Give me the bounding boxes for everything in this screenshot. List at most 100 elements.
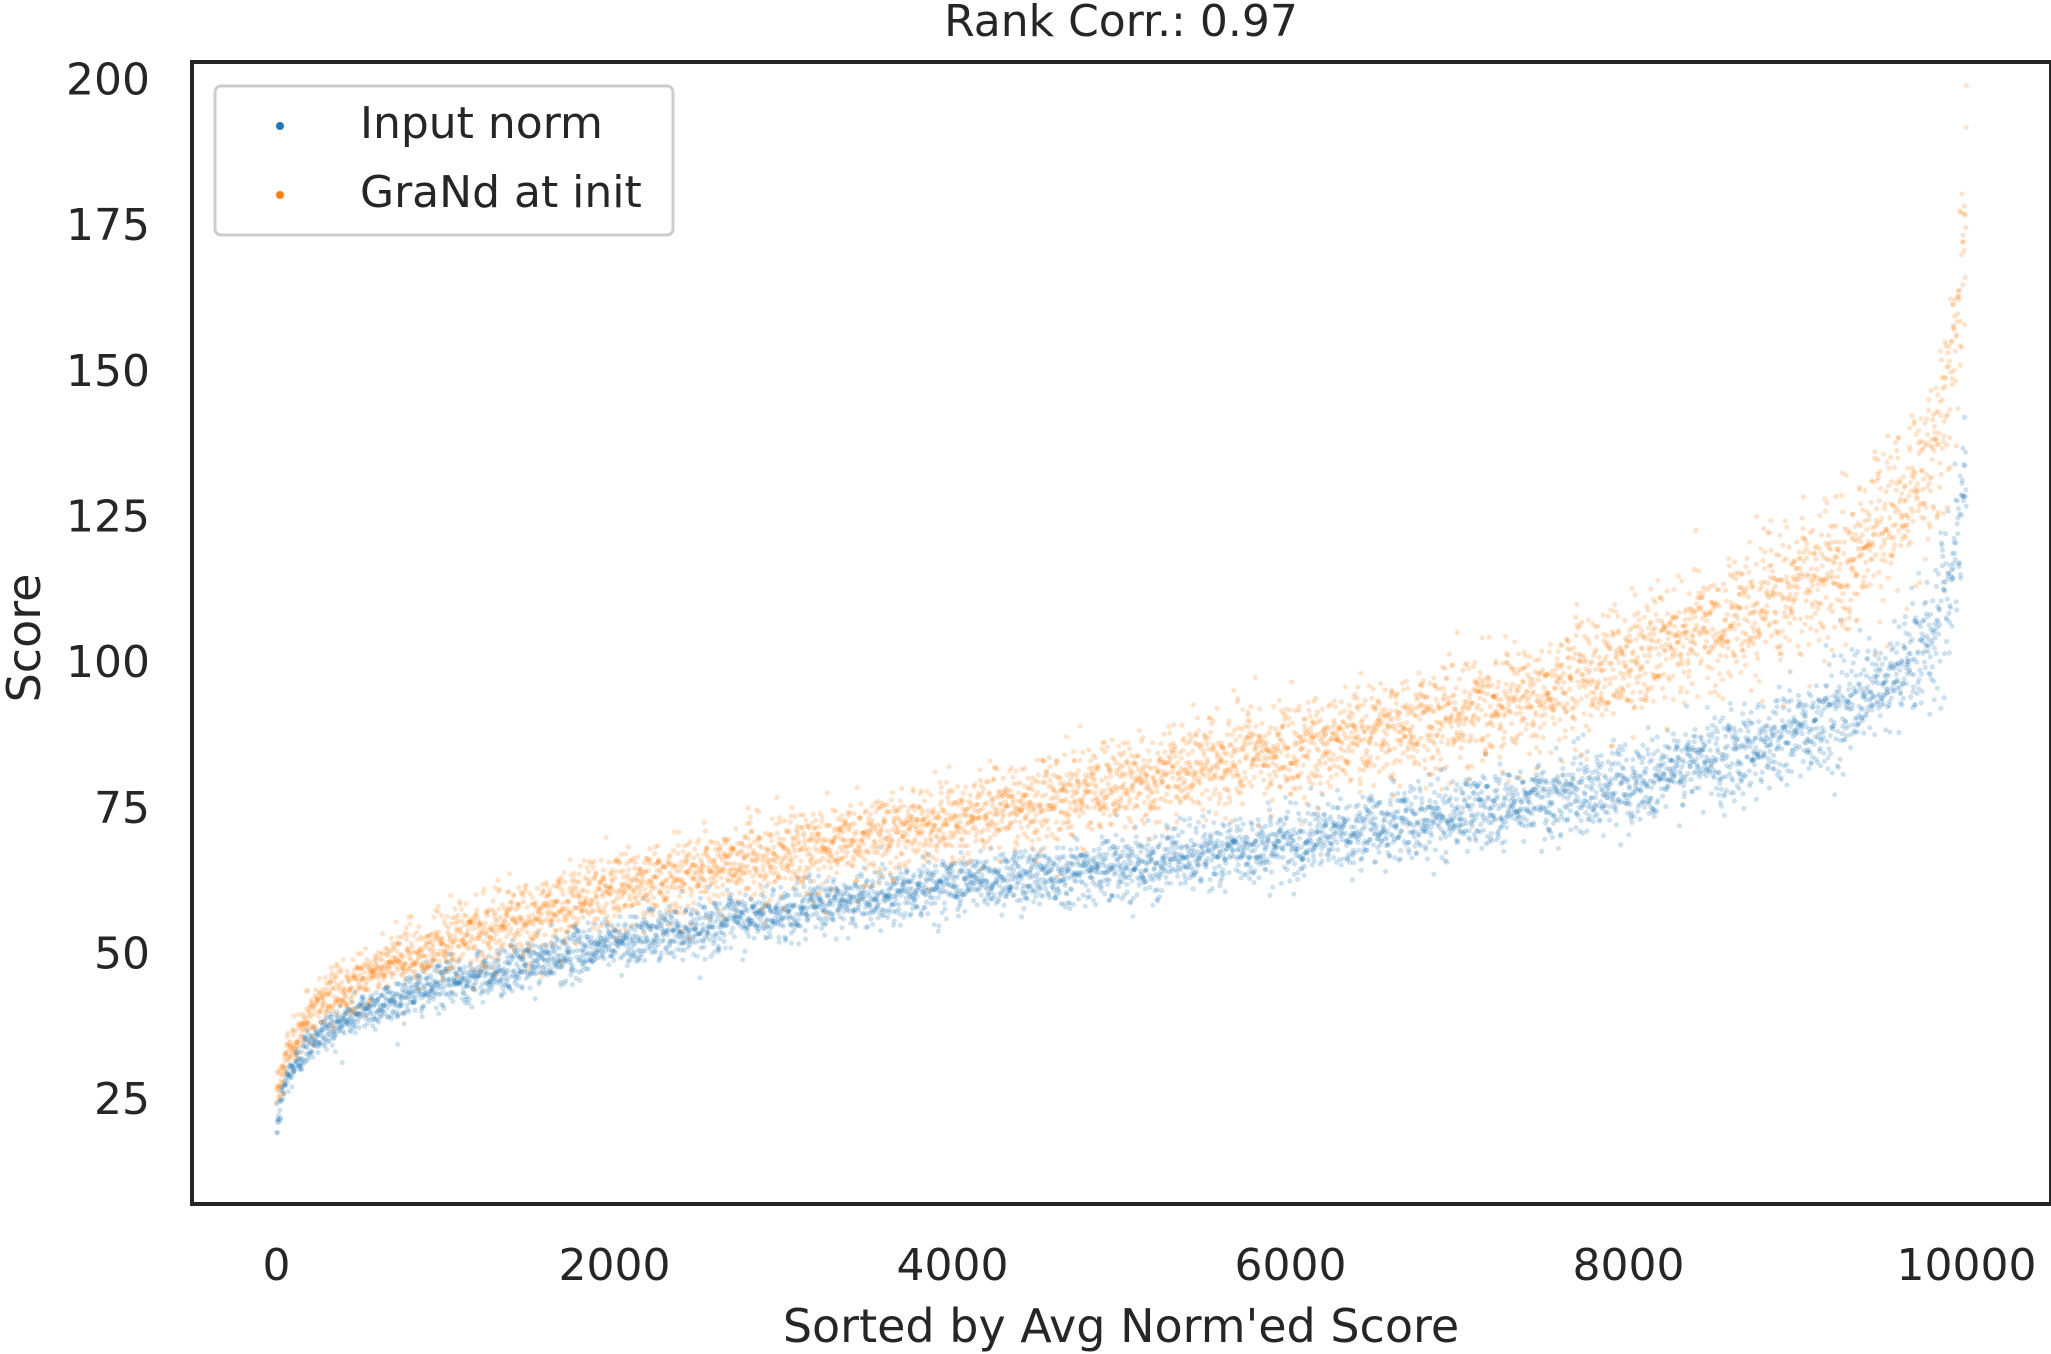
data-point [1700,809,1706,815]
data-point [512,980,518,986]
data-point [401,1021,407,1027]
data-point [796,892,803,898]
data-point [1790,751,1796,758]
data-point [523,962,529,969]
data-point [462,1000,468,1006]
data-point [682,908,689,914]
data-point [1565,816,1571,822]
data-point [624,943,630,949]
data-point [392,1000,398,1006]
data-point [739,899,745,905]
data-point [529,942,535,948]
data-point [753,925,760,931]
data-point [717,929,723,935]
data-point [1076,896,1082,902]
data-point [633,958,639,964]
data-point [688,911,694,918]
data-point [1398,828,1404,834]
data-point [495,969,501,975]
data-point [719,918,725,925]
data-point [1444,785,1450,791]
data-point [358,1014,364,1020]
data-point [566,934,572,941]
data-point [339,1023,345,1029]
data-point [569,982,575,988]
data-point [516,964,522,971]
data-point [1497,761,1503,767]
data-point [393,980,399,987]
data-point [1291,891,1297,897]
data-point [925,911,931,917]
data-point [315,1031,321,1037]
data-point [715,943,721,950]
data-point [729,915,736,922]
data-point [281,1090,287,1097]
data-point [393,1009,399,1015]
data-point [1895,679,1901,685]
data-point [643,920,649,926]
data-point [543,941,549,948]
data-point [1779,718,1785,724]
data-point [522,969,528,975]
data-point [648,923,654,930]
data-point [596,941,602,947]
data-point [479,989,485,995]
data-point [327,1031,333,1037]
data-point [1281,821,1287,827]
data-point [1637,816,1643,822]
data-point [465,973,471,979]
data-point [516,968,523,974]
data-point [1129,878,1135,884]
data-point [1612,790,1618,796]
data-point [642,938,648,945]
data-point [562,957,568,964]
data-point [351,1017,357,1023]
data-point [405,985,411,991]
data-point [594,947,600,953]
data-point [652,948,658,954]
data-point [384,1005,390,1011]
data-point [583,959,589,965]
data-point [667,942,673,949]
data-point [415,976,422,982]
data-point [770,886,776,892]
data-point [954,883,960,890]
data-point [402,983,408,989]
data-point [385,989,391,996]
data-point [502,981,508,988]
data-point [697,931,703,937]
data-point [771,921,778,927]
data-point [1679,747,1685,754]
data-point [1485,783,1491,789]
data-point [646,939,652,946]
data-point [1277,839,1283,845]
data-point [454,973,460,980]
data-point [605,928,611,934]
data-point [1549,800,1555,806]
data-point [335,1014,341,1020]
data-point [734,900,740,907]
data-point [497,950,503,956]
data-point [532,950,538,956]
data-point [608,922,615,928]
data-point [717,901,723,907]
data-point [337,1003,343,1009]
data-point [875,900,882,906]
data-point [461,990,467,996]
data-point [335,1019,341,1025]
data-point [403,975,409,981]
data-point [600,945,606,951]
data-point [686,938,693,944]
data-point [433,1005,439,1011]
data-point [1406,839,1412,846]
data-point [1922,664,1928,671]
data-point [1787,669,1793,675]
data-point [635,956,642,962]
data-point [363,1012,369,1018]
data-point [895,875,901,881]
data-point [1520,779,1526,785]
data-point [738,910,744,916]
data-point [1335,847,1341,853]
data-point [368,1009,374,1015]
data-point [533,958,539,964]
